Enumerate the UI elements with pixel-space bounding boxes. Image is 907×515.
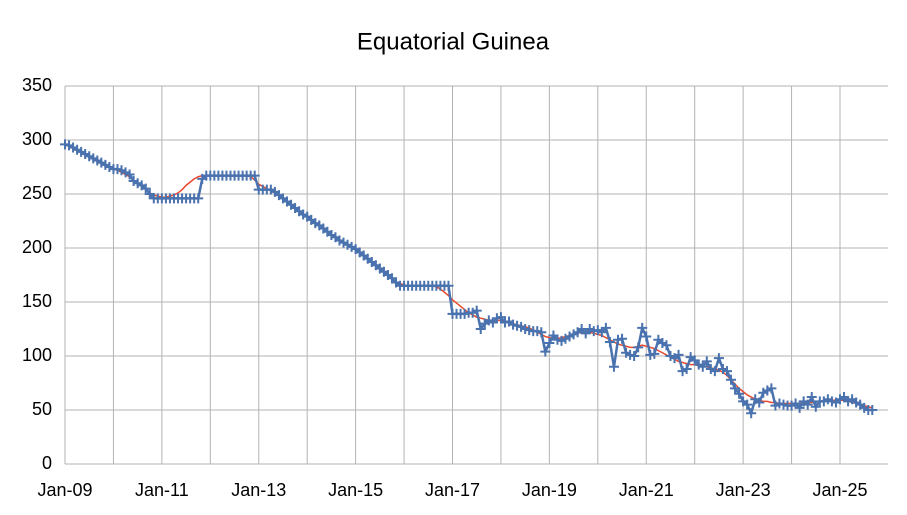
marker — [673, 349, 684, 360]
marker — [475, 324, 486, 334]
x-tick-label: Jan-15 — [328, 480, 383, 500]
marker — [249, 170, 260, 181]
y-tick-label: 50 — [32, 399, 52, 419]
x-tick-label: Jan-23 — [716, 480, 771, 500]
marker — [806, 392, 817, 403]
marker — [536, 327, 547, 338]
x-tick-label: Jan-19 — [522, 480, 577, 500]
y-tick-label: 300 — [22, 129, 52, 149]
marker — [754, 397, 765, 408]
x-tick-label: Jan-17 — [425, 480, 480, 500]
chart-title: Equatorial Guinea — [357, 28, 550, 55]
marker — [641, 331, 652, 342]
y-tick-label: 100 — [22, 345, 52, 365]
marker — [867, 405, 878, 415]
marker — [721, 366, 732, 377]
marker — [443, 280, 454, 291]
marker — [730, 383, 741, 394]
x-tick-label: Jan-11 — [135, 480, 189, 500]
x-tick-label: Jan-21 — [619, 480, 674, 500]
marker — [124, 169, 135, 180]
marker — [713, 353, 724, 364]
y-tick-label: 350 — [22, 75, 52, 95]
marker — [810, 401, 821, 412]
y-tick-label: 200 — [22, 237, 52, 257]
y-tick-label: 0 — [42, 453, 52, 473]
marker — [701, 356, 712, 367]
marker — [633, 342, 644, 353]
x-tick-label: Jan-13 — [231, 480, 286, 500]
marker — [726, 374, 737, 385]
marker — [540, 346, 551, 357]
marker — [193, 193, 204, 204]
y-tick-label: 150 — [22, 291, 52, 311]
marker — [544, 338, 555, 349]
marker — [802, 399, 813, 410]
marker — [617, 333, 628, 344]
y-tick-label: 250 — [22, 183, 52, 203]
marker — [649, 348, 660, 359]
marker — [495, 312, 506, 323]
marker — [746, 408, 757, 419]
marker — [766, 383, 777, 394]
marker — [629, 351, 640, 361]
marker — [742, 399, 753, 410]
marker — [471, 305, 482, 316]
marker — [604, 336, 615, 347]
marker — [140, 183, 151, 194]
marker — [637, 322, 648, 333]
marker — [794, 402, 805, 413]
marker — [681, 363, 692, 374]
marker — [600, 322, 611, 333]
marker — [734, 388, 745, 399]
marker — [709, 366, 720, 377]
marker — [661, 340, 672, 351]
x-tick-label: Jan-09 — [37, 480, 92, 500]
x-tick-label: Jan-25 — [812, 480, 867, 500]
marker — [697, 361, 708, 372]
marker — [608, 361, 619, 372]
